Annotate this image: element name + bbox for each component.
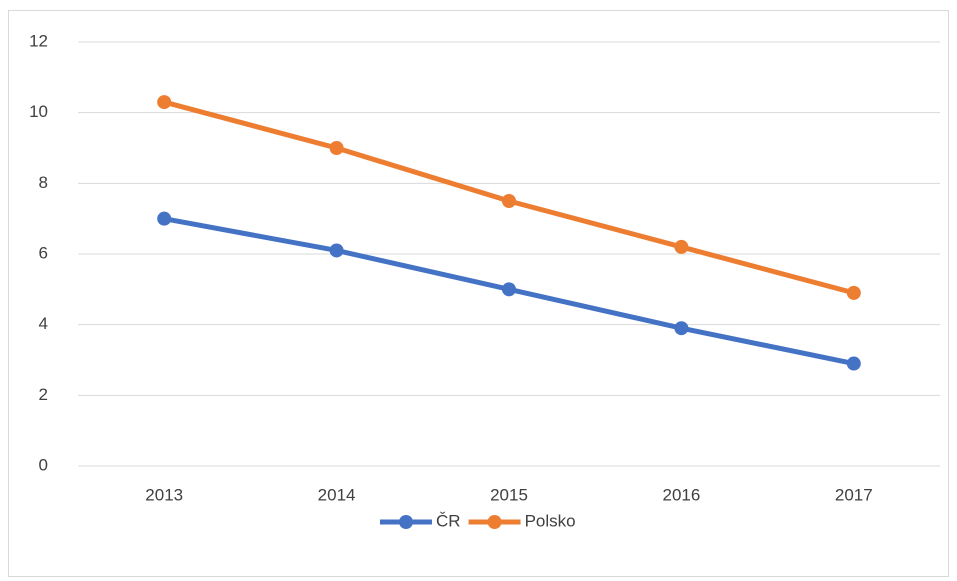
x-tick-label: 2014 [318, 485, 356, 504]
x-tick-label: 2015 [490, 485, 528, 504]
y-tick-label: 0 [39, 455, 48, 474]
point [502, 194, 516, 208]
point [846, 285, 861, 300]
x-tick-label: 2017 [835, 485, 873, 504]
x-tick-label: 2013 [145, 485, 183, 504]
x-tick-label: 2016 [662, 485, 700, 504]
point [157, 95, 172, 110]
legend-marker [487, 515, 502, 529]
point [329, 243, 344, 258]
point [157, 211, 172, 226]
y-tick-label: 4 [39, 314, 48, 333]
point [502, 282, 516, 297]
point [674, 321, 689, 336]
y-tick-label: 12 [29, 31, 48, 50]
y-tick-label: 6 [39, 243, 48, 262]
y-tick-label: 2 [39, 385, 48, 404]
point [329, 141, 344, 155]
point [674, 239, 689, 254]
legend-label: Polsko [525, 511, 576, 530]
point [846, 356, 861, 371]
y-tick-label: 10 [29, 102, 48, 121]
y-tick-label: 8 [39, 173, 48, 192]
legend-marker [399, 515, 413, 529]
legend-label: ČR [436, 511, 461, 530]
